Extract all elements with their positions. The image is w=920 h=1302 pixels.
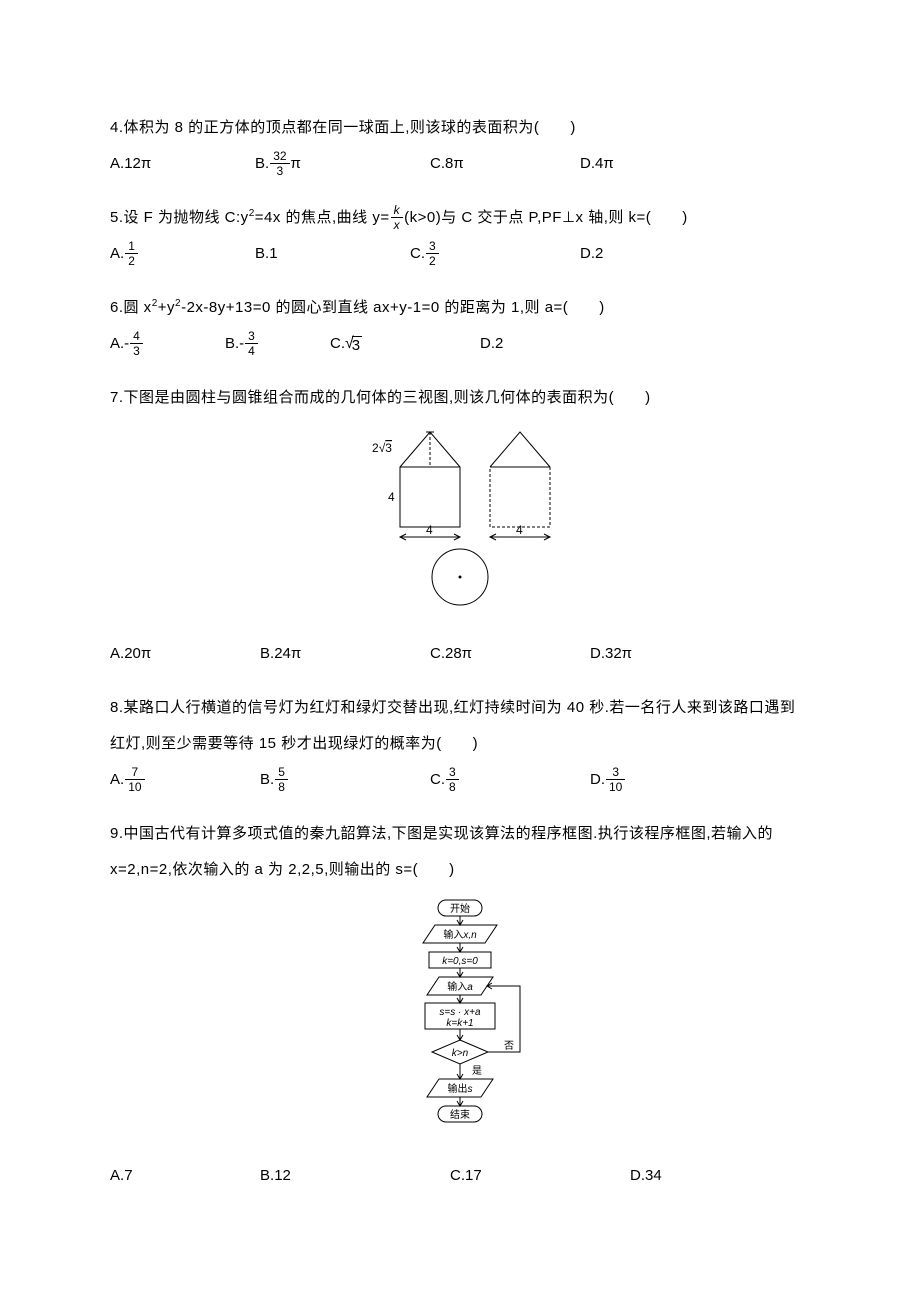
q6-choice-b: B.-34 [225, 326, 330, 362]
q4-choice-a: A.12π [110, 146, 255, 182]
svg-text:k=k+1: k=k+1 [446, 1018, 473, 1029]
q8-choice-b: B.58 [260, 762, 430, 798]
svg-text:s=s · x+a: s=s · x+a [439, 1007, 481, 1018]
choice-prefix: B. [255, 146, 269, 182]
question-6: 6.圆 x2+y2-2x-8y+13=0 的圆心到直线 ax+y-1=0 的距离… [110, 290, 810, 362]
svg-text:是: 是 [472, 1065, 482, 1077]
q5-choice-c: C.32 [410, 236, 580, 272]
fraction: 12 [125, 240, 138, 267]
q4-choices: A.12π B.323π C.8π D.4π [110, 146, 810, 182]
q6-choice-d: D.2 [480, 326, 580, 362]
choice-prefix: C. [330, 326, 345, 362]
q9-choice-a: A.7 [110, 1158, 260, 1194]
q6-choice-a: A.-43 [110, 326, 225, 362]
q5-choice-b: B.1 [255, 236, 410, 272]
fraction: 58 [275, 766, 288, 793]
fraction: 43 [130, 330, 143, 357]
choice-value: 4π [595, 146, 614, 182]
q4-choice-c: C.8π [430, 146, 580, 182]
q6-text: 6.圆 x2+y2-2x-8y+13=0 的圆心到直线 ax+y-1=0 的距离… [110, 290, 810, 326]
choice-prefix: D. [480, 326, 495, 362]
q5-text: 5.设 F 为抛物线 C:y2=4x 的焦点,曲线 y=kx(k>0)与 C 交… [110, 200, 810, 236]
svg-text:开始: 开始 [450, 902, 470, 915]
fraction: 34 [245, 330, 258, 357]
svg-text:k>n: k>n [452, 1048, 469, 1059]
choice-prefix: D. [580, 146, 595, 182]
q7-choice-c: C.28π [430, 636, 590, 672]
question-4: 4.体积为 8 的正方体的顶点都在同一球面上,则该球的表面积为( ) A.12π… [110, 110, 810, 182]
q8-choice-d: D.310 [590, 762, 690, 798]
q8-choice-a: A.710 [110, 762, 260, 798]
q7-figure: 2√3 4 4 4 [110, 422, 810, 630]
q7-choice-b: B.24π [260, 636, 430, 672]
q9-figure: 开始输入x,n k=0,s=0 输入a s=s · x+ak=k+1 k>n 输出s 结束 是… [110, 894, 810, 1152]
q9-choices: A.7 B.12 C.17 D.34 [110, 1158, 810, 1194]
fraction: 323 [270, 150, 289, 177]
fraction: 710 [125, 766, 144, 793]
svg-text:4: 4 [426, 523, 433, 537]
question-8: 8.某路口人行横道的信号灯为红灯和绿灯交替出现,红灯持续时间为 40 秒.若一名… [110, 690, 810, 798]
choice-prefix: A.- [110, 326, 129, 362]
choice-prefix: C. [430, 146, 445, 182]
q9-text: 9.中国古代有计算多项式值的秦九韶算法,下图是实现该算法的程序框图.执行该程序框… [110, 816, 810, 888]
choice-value: 12π [124, 146, 151, 182]
svg-text:否: 否 [504, 1040, 514, 1052]
q8-text: 8.某路口人行横道的信号灯为红灯和绿灯交替出现,红灯持续时间为 40 秒.若一名… [110, 690, 810, 762]
svg-text:2√3: 2√3 [372, 441, 392, 455]
q4-choice-b: B.323π [255, 146, 430, 182]
q5-choice-a: A.12 [110, 236, 255, 272]
q8-choice-c: C.38 [430, 762, 590, 798]
choice-prefix: D. [580, 236, 595, 272]
q7-choice-d: D.32π [590, 636, 690, 672]
fraction: 32 [426, 240, 439, 267]
choice-suffix: π [291, 146, 301, 182]
svg-text:结束: 结束 [450, 1108, 470, 1121]
question-5: 5.设 F 为抛物线 C:y2=4x 的焦点,曲线 y=kx(k>0)与 C 交… [110, 200, 810, 272]
fraction: 38 [446, 766, 459, 793]
q5-choices: A.12 B.1 C.32 D.2 [110, 236, 810, 272]
svg-text:4: 4 [388, 490, 395, 504]
svg-text:输出s: 输出s [448, 1082, 473, 1095]
three-view-diagram: 2√3 4 4 4 [355, 422, 565, 622]
q6-choice-c: C.√3 [330, 326, 480, 362]
q7-choice-a: A.20π [110, 636, 260, 672]
flowchart-diagram: 开始输入x,n k=0,s=0 输入a s=s · x+ak=k+1 k>n 输出s 结束 是… [370, 894, 550, 1144]
choice-value: 2 [595, 236, 603, 272]
question-7: 7.下图是由圆柱与圆锥组合而成的几何体的三视图,则该几何体的表面积为( ) 2√… [110, 380, 810, 672]
fraction: kx [391, 204, 404, 231]
q5-choice-d: D.2 [580, 236, 680, 272]
q7-choices: A.20π B.24π C.28π D.32π [110, 636, 810, 672]
fraction: 310 [606, 766, 625, 793]
choice-prefix: B. [255, 236, 269, 272]
choice-value: 8π [445, 146, 464, 182]
choice-prefix: A. [110, 146, 124, 182]
choice-value: 2 [495, 326, 503, 362]
square-root: √3 [345, 336, 362, 353]
svg-text:k=0,s=0: k=0,s=0 [442, 956, 478, 967]
q6-choices: A.-43 B.-34 C.√3 D.2 [110, 326, 810, 362]
q9-choice-c: C.17 [450, 1158, 630, 1194]
q7-text: 7.下图是由圆柱与圆锥组合而成的几何体的三视图,则该几何体的表面积为( ) [110, 380, 810, 416]
q4-choice-d: D.4π [580, 146, 680, 182]
q8-choices: A.710 B.58 C.38 D.310 [110, 762, 810, 798]
svg-text:4: 4 [516, 523, 523, 537]
choice-prefix: C. [410, 236, 425, 272]
page: 4.体积为 8 的正方体的顶点都在同一球面上,则该球的表面积为( ) A.12π… [0, 0, 920, 1302]
choice-prefix: A. [110, 236, 124, 272]
choice-value: 1 [269, 236, 277, 272]
question-9: 9.中国古代有计算多项式值的秦九韶算法,下图是实现该算法的程序框图.执行该程序框… [110, 816, 810, 1194]
svg-text:输入x,n: 输入x,n [443, 928, 477, 941]
q4-text: 4.体积为 8 的正方体的顶点都在同一球面上,则该球的表面积为( ) [110, 110, 810, 146]
choice-prefix: B.- [225, 326, 244, 362]
q9-choice-d: D.34 [630, 1158, 730, 1194]
q9-choice-b: B.12 [260, 1158, 450, 1194]
svg-text:输入a: 输入a [447, 980, 473, 993]
